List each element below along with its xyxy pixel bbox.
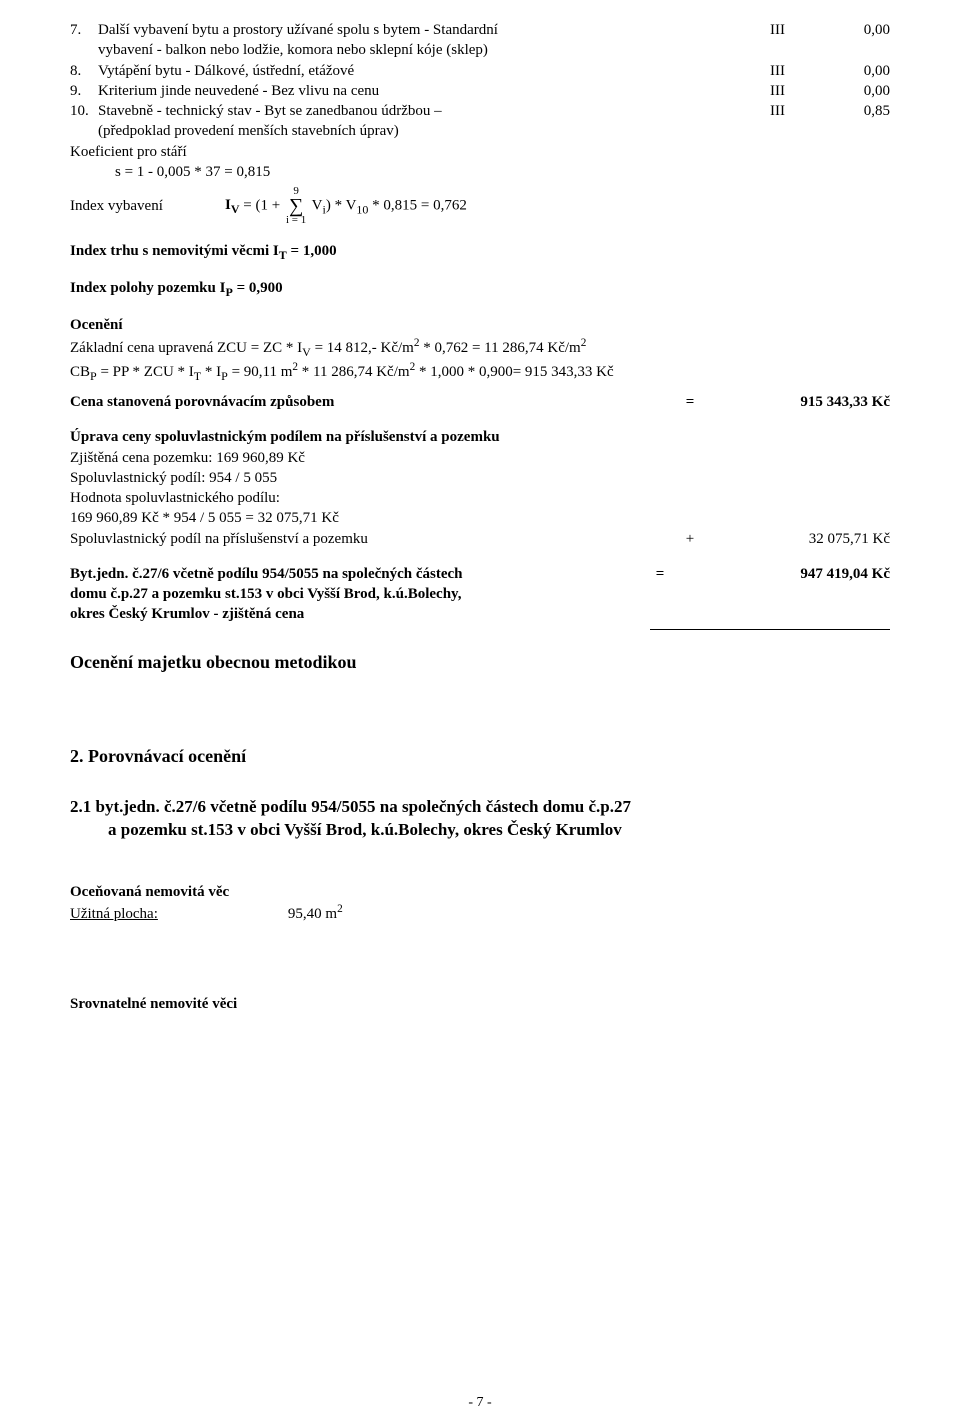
byt-line3: okres Český Krumlov - zjištěná cena — [70, 604, 610, 624]
item-col3: III — [770, 101, 830, 121]
item-number: 7. — [70, 20, 98, 40]
uzitna-row: Užitná plocha:95,40 m2 — [70, 902, 890, 924]
podil-row: Spoluvlastnický podíl na příslušenství a… — [70, 529, 890, 549]
line-zjistena: Zjištěná cena pozemku: 169 960,89 Kč — [70, 448, 890, 468]
byt-summary: Byt.jedn. č.27/6 včetně podílu 954/5055 … — [70, 564, 890, 625]
cb-line: CBP = PP * ZCU * IT * IP = 90,11 m2 * 11… — [70, 360, 890, 384]
item-col4: 0,00 — [830, 61, 890, 81]
page-number: - 7 - — [0, 1394, 960, 1413]
ocenovana-title: Oceňovaná nemovitá věc — [70, 882, 890, 902]
item-col4: 0,85 — [830, 101, 890, 121]
index-vybaveni-formula: Index vybavení IV = (1 + 9 ∑ i = 1 Vi) *… — [70, 186, 890, 226]
cena-eq: = — [670, 392, 710, 412]
koef-label: Koeficient pro stáří — [70, 142, 890, 162]
podil-label: Spoluvlastnický podíl na příslušenství a… — [70, 529, 670, 549]
uprava-title: Úprava ceny spoluvlastnickým podílem na … — [70, 427, 890, 447]
iv-eq: IV = (1 + 9 ∑ i = 1 Vi) * V10 * 0,815 = … — [225, 186, 467, 226]
item-text: Vytápění bytu - Dálkové, ústřední, etážo… — [98, 61, 770, 81]
index-trhu: Index trhu s nemovitými věcmi IT = 1,000 — [70, 241, 890, 263]
item-number: 8. — [70, 61, 98, 81]
list-item-10: 10. Stavebně - technický stav - Byt se z… — [70, 101, 890, 121]
item-col4: 0,00 — [830, 20, 890, 40]
item-text: Stavebně - technický stav - Byt se zaned… — [98, 101, 770, 121]
section-21-title: 2.1 byt.jedn. č.27/6 včetně podílu 954/5… — [70, 796, 890, 842]
koef-formula: s = 1 - 0,005 * 37 = 0,815 — [70, 162, 890, 182]
item-number: 9. — [70, 81, 98, 101]
list-item-9: 9. Kriterium jinde neuvedené - Bez vlivu… — [70, 81, 890, 101]
list-item-7-cont: vybavení - balkon nebo lodžie, komora ne… — [70, 40, 890, 60]
srovnatelne-title: Srovnatelné nemovité věci — [70, 994, 890, 1014]
line-hodnota: Hodnota spoluvlastnického podílu: — [70, 488, 890, 508]
index-polohy: Index polohy pozemku IP = 0,900 — [70, 278, 890, 300]
item-text-cont: (předpoklad provedení menších stavebních… — [98, 121, 770, 141]
iv-label: Index vybavení — [70, 196, 225, 216]
cena-val: 915 343,33 Kč — [710, 392, 890, 412]
byt-eq: = — [640, 564, 680, 625]
line-podil-frac: Spoluvlastnický podíl: 954 / 5 055 — [70, 468, 890, 488]
cena-label: Cena stanovená porovnávacím způsobem — [70, 392, 670, 412]
item-col3: III — [770, 20, 830, 40]
byt-line2: domu č.p.27 a pozemku st.153 v obci Vyšš… — [70, 584, 610, 604]
underline — [650, 629, 890, 630]
oceneni-title: Ocenění — [70, 315, 890, 335]
podil-eq: + — [670, 529, 710, 549]
byt-line1: Byt.jedn. č.27/6 včetně podílu 954/5055 … — [70, 564, 610, 584]
item-text-cont: vybavení - balkon nebo lodžie, komora ne… — [98, 40, 770, 60]
byt-val: 947 419,04 Kč — [710, 564, 890, 584]
line-calc: 169 960,89 Kč * 954 / 5 055 = 32 075,71 … — [70, 508, 890, 528]
section-2-title: 2. Porovnávací ocenění — [70, 744, 890, 768]
item-text: Kriterium jinde neuvedené - Bez vlivu na… — [98, 81, 770, 101]
item-col3: III — [770, 81, 830, 101]
item-col3: III — [770, 61, 830, 81]
cena-porovnavaci: Cena stanovená porovnávacím způsobem = 9… — [70, 392, 890, 412]
list-item-8: 8. Vytápění bytu - Dálkové, ústřední, et… — [70, 61, 890, 81]
item-number: 10. — [70, 101, 98, 121]
podil-val: 32 075,71 Kč — [710, 529, 890, 549]
item-col4: 0,00 — [830, 81, 890, 101]
list-item-10-cont: (předpoklad provedení menších stavebních… — [70, 121, 890, 141]
list-item-7: 7. Další vybavení bytu a prostory užívan… — [70, 20, 890, 40]
item-text: Další vybavení bytu a prostory užívané s… — [98, 20, 770, 40]
obecna-title: Ocenění majetku obecnou metodikou — [70, 650, 890, 674]
zcu-line: Základní cena upravená ZCU = ZC * IV = 1… — [70, 336, 890, 360]
